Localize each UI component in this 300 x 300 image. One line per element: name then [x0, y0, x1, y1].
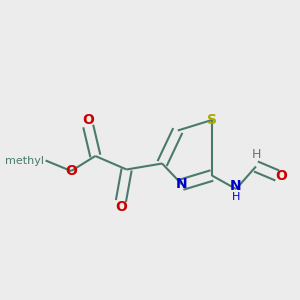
Text: O: O — [115, 200, 127, 214]
Text: N: N — [176, 178, 188, 191]
Text: H: H — [232, 191, 240, 202]
Text: methyl: methyl — [5, 155, 44, 166]
Text: H: H — [251, 148, 261, 161]
Text: N: N — [230, 179, 242, 193]
Text: O: O — [65, 164, 77, 178]
Text: O: O — [276, 169, 287, 182]
Text: S: S — [207, 113, 217, 127]
Text: O: O — [82, 113, 94, 127]
